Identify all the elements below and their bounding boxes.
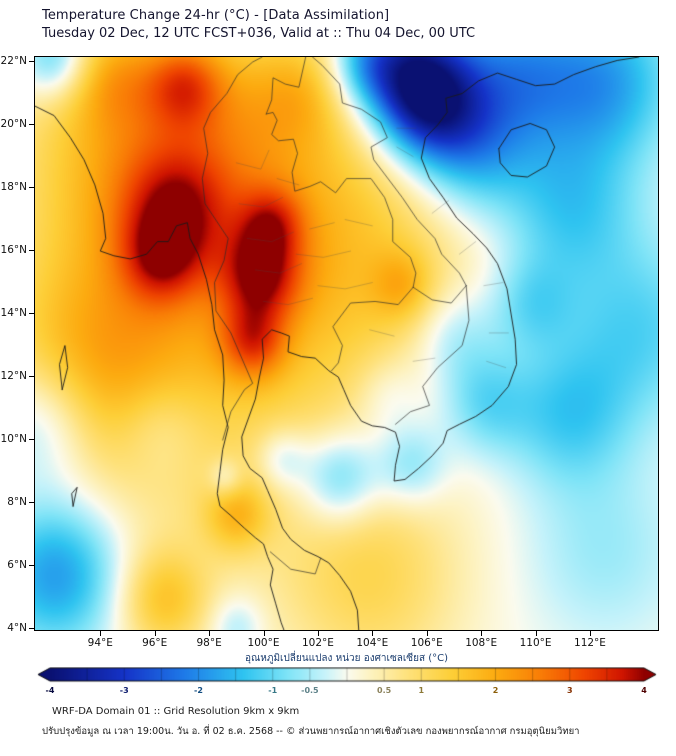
- temperature-heatmap-canvas: [35, 57, 658, 630]
- lat-tick-label: 14°N: [0, 306, 27, 319]
- lat-tick-label: 22°N: [0, 54, 27, 67]
- lat-tick-label: 4°N: [7, 621, 27, 634]
- colorbar-tick-label: 3: [566, 686, 573, 695]
- lon-tick-mark: [263, 631, 265, 636]
- lat-tick-mark: [29, 376, 34, 378]
- colorbar-tick-label: 0.5: [377, 686, 392, 695]
- lat-tick-mark: [29, 628, 34, 630]
- lat-tick-mark: [29, 61, 34, 63]
- colorbar-label: อุณหภูมิเปลี่ยนแปลง หน่วย องศาเซลเซียส (…: [244, 653, 449, 664]
- lat-tick-label: 8°N: [7, 495, 27, 508]
- lon-tick-mark: [100, 631, 102, 636]
- colorbar-tick-label: -0.5: [301, 686, 319, 695]
- lat-tick-mark: [29, 313, 34, 315]
- lat-tick-mark: [29, 439, 34, 441]
- lat-tick-label: 12°N: [0, 369, 27, 382]
- lon-tick-label: 100°E: [247, 637, 280, 649]
- lon-tick-label: 98°E: [196, 637, 222, 649]
- footer-domain-info: WRF-DA Domain 01 :: Grid Resolution 9km …: [52, 706, 300, 717]
- lon-tick-mark: [372, 631, 374, 636]
- colorbar-tick-label: 4: [641, 686, 647, 695]
- colorbar-tick-label: -4: [45, 686, 55, 695]
- lon-tick-mark: [154, 631, 156, 636]
- lat-tick-mark: [29, 187, 34, 189]
- lat-tick-label: 18°N: [0, 180, 27, 193]
- colorbar-tick-label: -1: [268, 686, 278, 695]
- lon-tick-label: 106°E: [410, 637, 443, 649]
- lon-tick-mark: [589, 631, 591, 636]
- colorbar-tick-label: -3: [119, 686, 129, 695]
- colorbar-tick-label: 1: [418, 686, 425, 695]
- lat-tick-label: 6°N: [7, 558, 27, 571]
- lat-tick-mark: [29, 124, 34, 126]
- lon-tick-label: 94°E: [87, 637, 113, 649]
- lon-tick-mark: [481, 631, 483, 636]
- figure-subtitle: Tuesday 02 Dec, 12 UTC FCST+036, Valid a…: [42, 26, 476, 41]
- lat-tick-mark: [29, 502, 34, 504]
- colorbar: [37, 667, 657, 683]
- footer-update-info: ปรับปรุงข้อมูล ณ เวลา 19:00น. วัน อ. ที่…: [42, 726, 580, 737]
- lat-tick-label: 16°N: [0, 243, 27, 256]
- colorbar-tick-label: 2: [492, 686, 499, 695]
- lon-tick-label: 102°E: [301, 637, 334, 649]
- lat-tick-label: 10°N: [0, 432, 27, 445]
- lon-tick-label: 96°E: [142, 637, 168, 649]
- lon-tick-mark: [317, 631, 319, 636]
- lon-tick-mark: [535, 631, 537, 636]
- colorbar-tick-label: -2: [194, 686, 203, 695]
- lon-tick-label: 110°E: [519, 637, 552, 649]
- lat-tick-mark: [29, 250, 34, 252]
- lon-tick-mark: [209, 631, 211, 636]
- lat-tick-mark: [29, 565, 34, 567]
- figure-title: Temperature Change 24-hr (°C) - [Data As…: [42, 8, 390, 23]
- lon-tick-label: 108°E: [465, 637, 498, 649]
- lat-tick-label: 20°N: [0, 117, 27, 130]
- lon-tick-mark: [426, 631, 428, 636]
- lon-tick-label: 112°E: [574, 637, 606, 649]
- lon-tick-label: 104°E: [356, 637, 389, 649]
- map-plot-area: [34, 56, 659, 631]
